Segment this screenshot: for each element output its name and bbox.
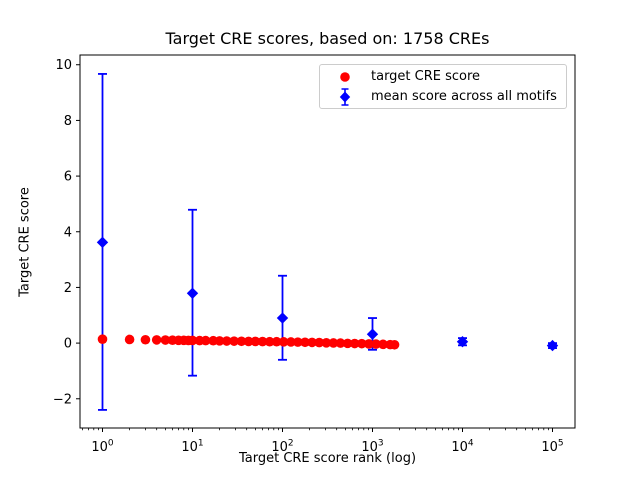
chart-title: Target CRE scores, based on: 1758 CREs [165,29,490,48]
target-score-dot [214,336,225,346]
target-score-dot [314,337,325,348]
mean-score-diamond [276,312,289,324]
legend-item-target-cre-score: target CRE score [326,67,560,87]
target-score-dot [356,338,367,349]
target-score-dot [293,337,303,347]
target-score-dot [321,338,332,348]
target-score-dot [286,337,296,347]
target-score-dot [221,336,232,346]
x-tick-exponent: 3 [378,439,384,449]
target-score-dot [335,338,346,348]
target-score-dot [160,335,171,345]
target-score-dot [140,334,151,345]
legend: target CRE score mean score across all m… [319,64,567,109]
x-tick-exponent: 1 [198,439,204,449]
y-tick-label: 6 [64,170,72,185]
target-score-dot [257,336,268,347]
x-tick-exponent: 0 [108,439,114,449]
target-score-dot [264,336,275,347]
target-score-dot [229,336,239,346]
mean-score-diamond [96,236,109,249]
legend-item-mean-score: mean score across all motifs [326,87,560,107]
mean-score-diamond [186,287,199,299]
target-score-dot [300,337,310,348]
legend-label-target-cre-score: target CRE score [371,68,481,84]
y-tick-label: 8 [64,114,72,129]
legend-circle-marker [340,71,350,82]
blue-diamond-errorbar-icon [339,87,351,106]
target-score-dot [97,334,108,345]
target-score-dot [389,339,400,350]
legend-label-mean-score: mean score across all motifs [371,88,557,104]
target-score-dot [378,339,388,350]
target-score-dot [271,336,282,347]
target-score-dot [243,336,254,347]
y-axis-label: Target CRE score [17,187,33,297]
target-score-dot [187,335,198,346]
target-score-dot [278,337,289,347]
target-score-dot [349,338,360,349]
target-score-dot [371,339,381,349]
x-axis-label: Target CRE score rank (log) [238,451,417,466]
mean-score-diamond [456,336,469,348]
red-dot-icon [340,71,350,82]
y-tick-label: −2 [53,392,72,407]
target-score-dot [328,338,339,348]
target-score-dot [236,336,247,347]
target-score-dot [364,339,374,349]
y-tick-label: 10 [55,58,72,73]
plot-border [79,54,576,429]
target-score-dot [250,336,261,347]
x-tick-exponent: 5 [558,439,564,449]
y-tick-label: 2 [64,281,72,296]
y-tick-label: 0 [64,337,72,352]
target-score-dot [200,335,211,346]
x-tick-exponent: 2 [288,439,294,449]
legend-diamond-marker [339,91,351,102]
mean-score-diamond [546,339,559,352]
mean-score-diamond [366,328,379,340]
target-score-dot [342,338,353,349]
target-score-dot [151,335,162,345]
target-score-dot [307,337,317,348]
x-tick-exponent: 4 [468,439,474,449]
target-score-dot [124,334,135,345]
y-tick-label: 4 [64,225,72,240]
